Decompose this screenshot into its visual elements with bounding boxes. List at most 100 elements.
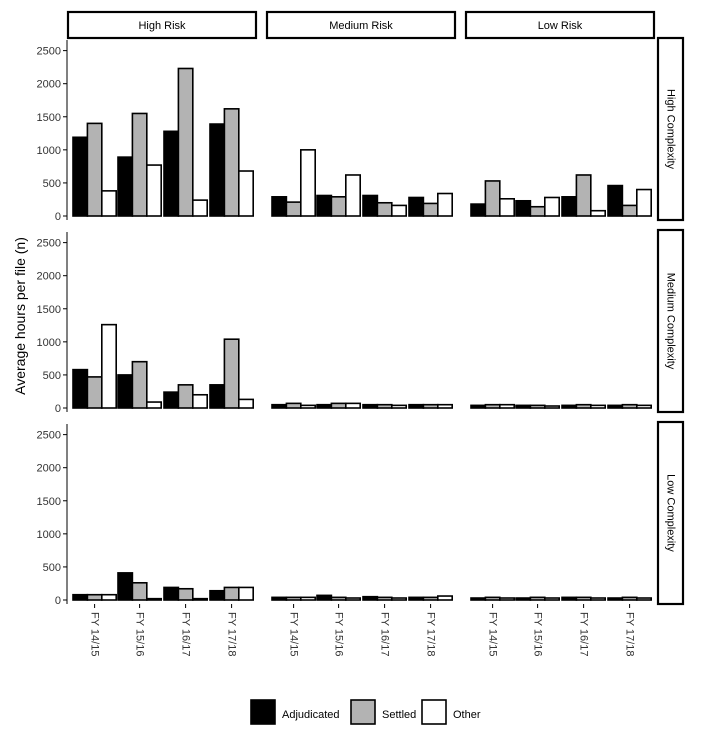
bar-adjudicated-fy-17-18 <box>607 404 624 409</box>
bar-other-fy-17-18 <box>635 597 652 601</box>
strip-box <box>656 228 685 414</box>
panel-medium-complexity-medium-risk <box>271 402 453 409</box>
strip-box <box>66 10 258 40</box>
row-strip-medium-complexity: Medium Complexity <box>656 228 685 414</box>
legend-swatch <box>350 699 376 725</box>
bar-other-fy-17-18 <box>635 188 652 217</box>
y-tick-label: 2500 <box>37 238 61 250</box>
strip-label: Medium Risk <box>329 20 393 32</box>
bar-adjudicated-fy-15-16 <box>515 199 532 217</box>
bar-settled-fy-14-15 <box>484 403 501 409</box>
y-tick-label: 1000 <box>37 337 61 349</box>
y-tick-label: 1000 <box>37 145 61 157</box>
bar-settled-fy-16-17 <box>177 384 194 409</box>
bar-other-fy-16-17 <box>589 209 606 217</box>
bar-adjudicated-fy-15-16 <box>117 156 134 217</box>
y-tick-label: 2000 <box>37 79 61 91</box>
bar-other-fy-15-16 <box>543 597 560 601</box>
legend-swatch <box>250 699 276 725</box>
bar-adjudicated-fy-15-16 <box>515 597 532 601</box>
y-axis-high-complexity: 0 500 1000 1500 2000 2500 <box>37 40 68 223</box>
bar-adjudicated-fy-14-15 <box>72 368 89 409</box>
bar-adjudicated-fy-17-18 <box>607 597 624 601</box>
legend: Adjudicated Settled Other <box>250 699 481 725</box>
bar-other-fy-14-15 <box>299 404 316 409</box>
x-tick-label: FY 16/17 <box>578 612 590 656</box>
bar-adjudicated-fy-17-18 <box>408 403 425 409</box>
bar-settled-fy-15-16 <box>529 205 546 217</box>
bar-other-fy-14-15 <box>498 198 515 217</box>
panel-low-complexity-medium-risk <box>271 594 453 601</box>
bar-settled-fy-16-17 <box>177 587 194 601</box>
bar-adjudicated-fy-16-17 <box>362 403 379 409</box>
row-strip-high-complexity: High Complexity <box>656 36 685 222</box>
y-tick-label: 0 <box>55 403 61 415</box>
bar-adjudicated-fy-15-16 <box>117 572 134 601</box>
bar-adjudicated-fy-14-15 <box>72 593 89 601</box>
y-tick-label: 0 <box>55 211 61 223</box>
bar-settled-fy-14-15 <box>285 402 302 409</box>
panel-medium-complexity-low-risk <box>470 403 652 409</box>
y-axis-low-complexity: 0 500 1000 1500 2000 2500 <box>37 424 68 607</box>
bar-settled-fy-17-18 <box>223 108 240 217</box>
bar-settled-fy-17-18 <box>422 403 439 409</box>
bar-other-fy-15-16 <box>146 164 163 217</box>
bar-adjudicated-fy-15-16 <box>316 194 333 217</box>
bar-adjudicated-fy-16-17 <box>163 130 180 217</box>
x-tick-label: FY 16/17 <box>180 612 192 656</box>
bar-adjudicated-fy-16-17 <box>163 586 180 601</box>
bar-other-fy-17-18 <box>238 398 255 409</box>
bar-other-fy-15-16 <box>543 405 560 409</box>
bar-settled-fy-14-15 <box>285 596 302 601</box>
x-tick-label: FY 15/16 <box>333 612 345 656</box>
bar-other-fy-15-16 <box>344 174 361 217</box>
bar-adjudicated-fy-15-16 <box>515 404 532 409</box>
bars <box>72 67 652 601</box>
bar-settled-fy-14-15 <box>484 596 501 601</box>
y-tick-label: 0 <box>55 595 61 607</box>
bar-adjudicated-fy-14-15 <box>470 597 487 601</box>
y-tick-label: 500 <box>43 178 61 190</box>
bar-other-fy-16-17 <box>589 404 606 409</box>
x-tick-label: FY 17/18 <box>226 612 238 656</box>
x-tick-label: FY 14/15 <box>487 612 499 656</box>
y-tick-label: 1000 <box>37 529 61 541</box>
bar-other-fy-15-16 <box>146 401 163 409</box>
bar-other-fy-17-18 <box>436 595 453 601</box>
bar-other-fy-16-17 <box>192 393 209 409</box>
bar-other-fy-14-15 <box>299 149 316 217</box>
bar-settled-fy-16-17 <box>575 596 592 601</box>
bar-other-fy-16-17 <box>390 404 407 409</box>
bar-settled-fy-16-17 <box>376 596 393 601</box>
row-strip-low-complexity: Low Complexity <box>656 420 685 606</box>
bar-other-fy-15-16 <box>344 597 361 601</box>
y-axis-label: Average hours per file (n) <box>12 237 28 395</box>
y-axes: 0 500 1000 1500 2000 2500 0 500 1000 1500 2000 2500… <box>37 40 68 607</box>
bar-adjudicated-fy-16-17 <box>561 596 578 601</box>
bar-settled-fy-16-17 <box>376 403 393 409</box>
strip-label: High Risk <box>138 20 186 32</box>
bar-settled-fy-17-18 <box>422 596 439 601</box>
bar-adjudicated-fy-14-15 <box>72 136 89 217</box>
bar-settled-fy-17-18 <box>223 338 240 409</box>
y-tick-label: 1500 <box>37 304 61 316</box>
panel-high-complexity-high-risk <box>72 67 255 217</box>
bar-settled-fy-17-18 <box>422 202 439 217</box>
bar-adjudicated-fy-14-15 <box>271 196 288 217</box>
bar-other-fy-14-15 <box>101 323 118 409</box>
y-tick-label: 2000 <box>37 271 61 283</box>
strip-box <box>656 420 685 606</box>
legend-label: Adjudicated <box>282 709 340 721</box>
y-tick-label: 500 <box>43 562 61 574</box>
panel-low-complexity-high-risk <box>72 572 255 601</box>
column-facet-strips: High Risk Medium Risk Low Risk <box>66 10 656 40</box>
strip-label: Medium Complexity <box>665 273 677 370</box>
column-strip-high-risk: High Risk <box>66 10 258 40</box>
bar-settled-fy-15-16 <box>131 112 148 217</box>
x-tick-label: FY 14/15 <box>288 612 300 656</box>
bar-settled-fy-15-16 <box>131 360 148 409</box>
bar-adjudicated-fy-14-15 <box>271 596 288 601</box>
bar-settled-fy-14-15 <box>484 180 501 217</box>
column-strip-medium-risk: Medium Risk <box>265 10 457 40</box>
